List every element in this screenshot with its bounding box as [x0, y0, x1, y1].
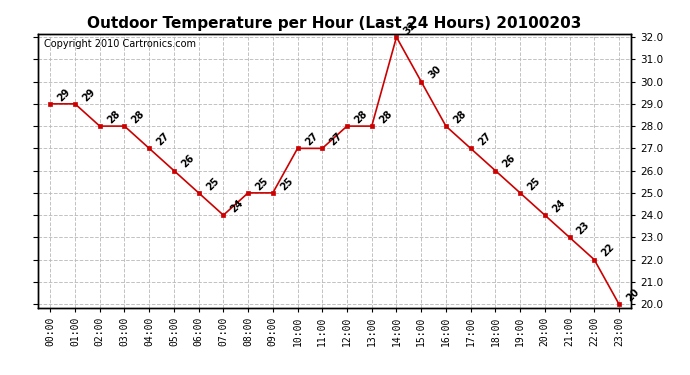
Text: 24: 24: [229, 198, 246, 214]
Text: 25: 25: [526, 176, 542, 192]
Title: Outdoor Temperature per Hour (Last 24 Hours) 20100203: Outdoor Temperature per Hour (Last 24 Ho…: [88, 16, 582, 31]
Text: 28: 28: [353, 109, 369, 125]
Text: 27: 27: [476, 131, 493, 148]
Text: 27: 27: [155, 131, 171, 148]
Text: 25: 25: [204, 176, 221, 192]
Text: 29: 29: [56, 87, 72, 103]
Text: 22: 22: [600, 242, 616, 259]
Text: 28: 28: [130, 109, 147, 125]
Text: 27: 27: [303, 131, 319, 148]
Text: 30: 30: [426, 64, 444, 81]
Text: 32: 32: [402, 20, 419, 36]
Text: 25: 25: [254, 176, 270, 192]
Text: 20: 20: [624, 287, 641, 303]
Text: Copyright 2010 Cartronics.com: Copyright 2010 Cartronics.com: [44, 39, 196, 49]
Text: 26: 26: [501, 153, 518, 170]
Text: 29: 29: [81, 87, 97, 103]
Text: 26: 26: [179, 153, 196, 170]
Text: 28: 28: [451, 109, 469, 125]
Text: 24: 24: [551, 198, 567, 214]
Text: 27: 27: [328, 131, 344, 148]
Text: 23: 23: [575, 220, 592, 237]
Text: 28: 28: [106, 109, 122, 125]
Text: 25: 25: [278, 176, 295, 192]
Text: 28: 28: [377, 109, 394, 125]
